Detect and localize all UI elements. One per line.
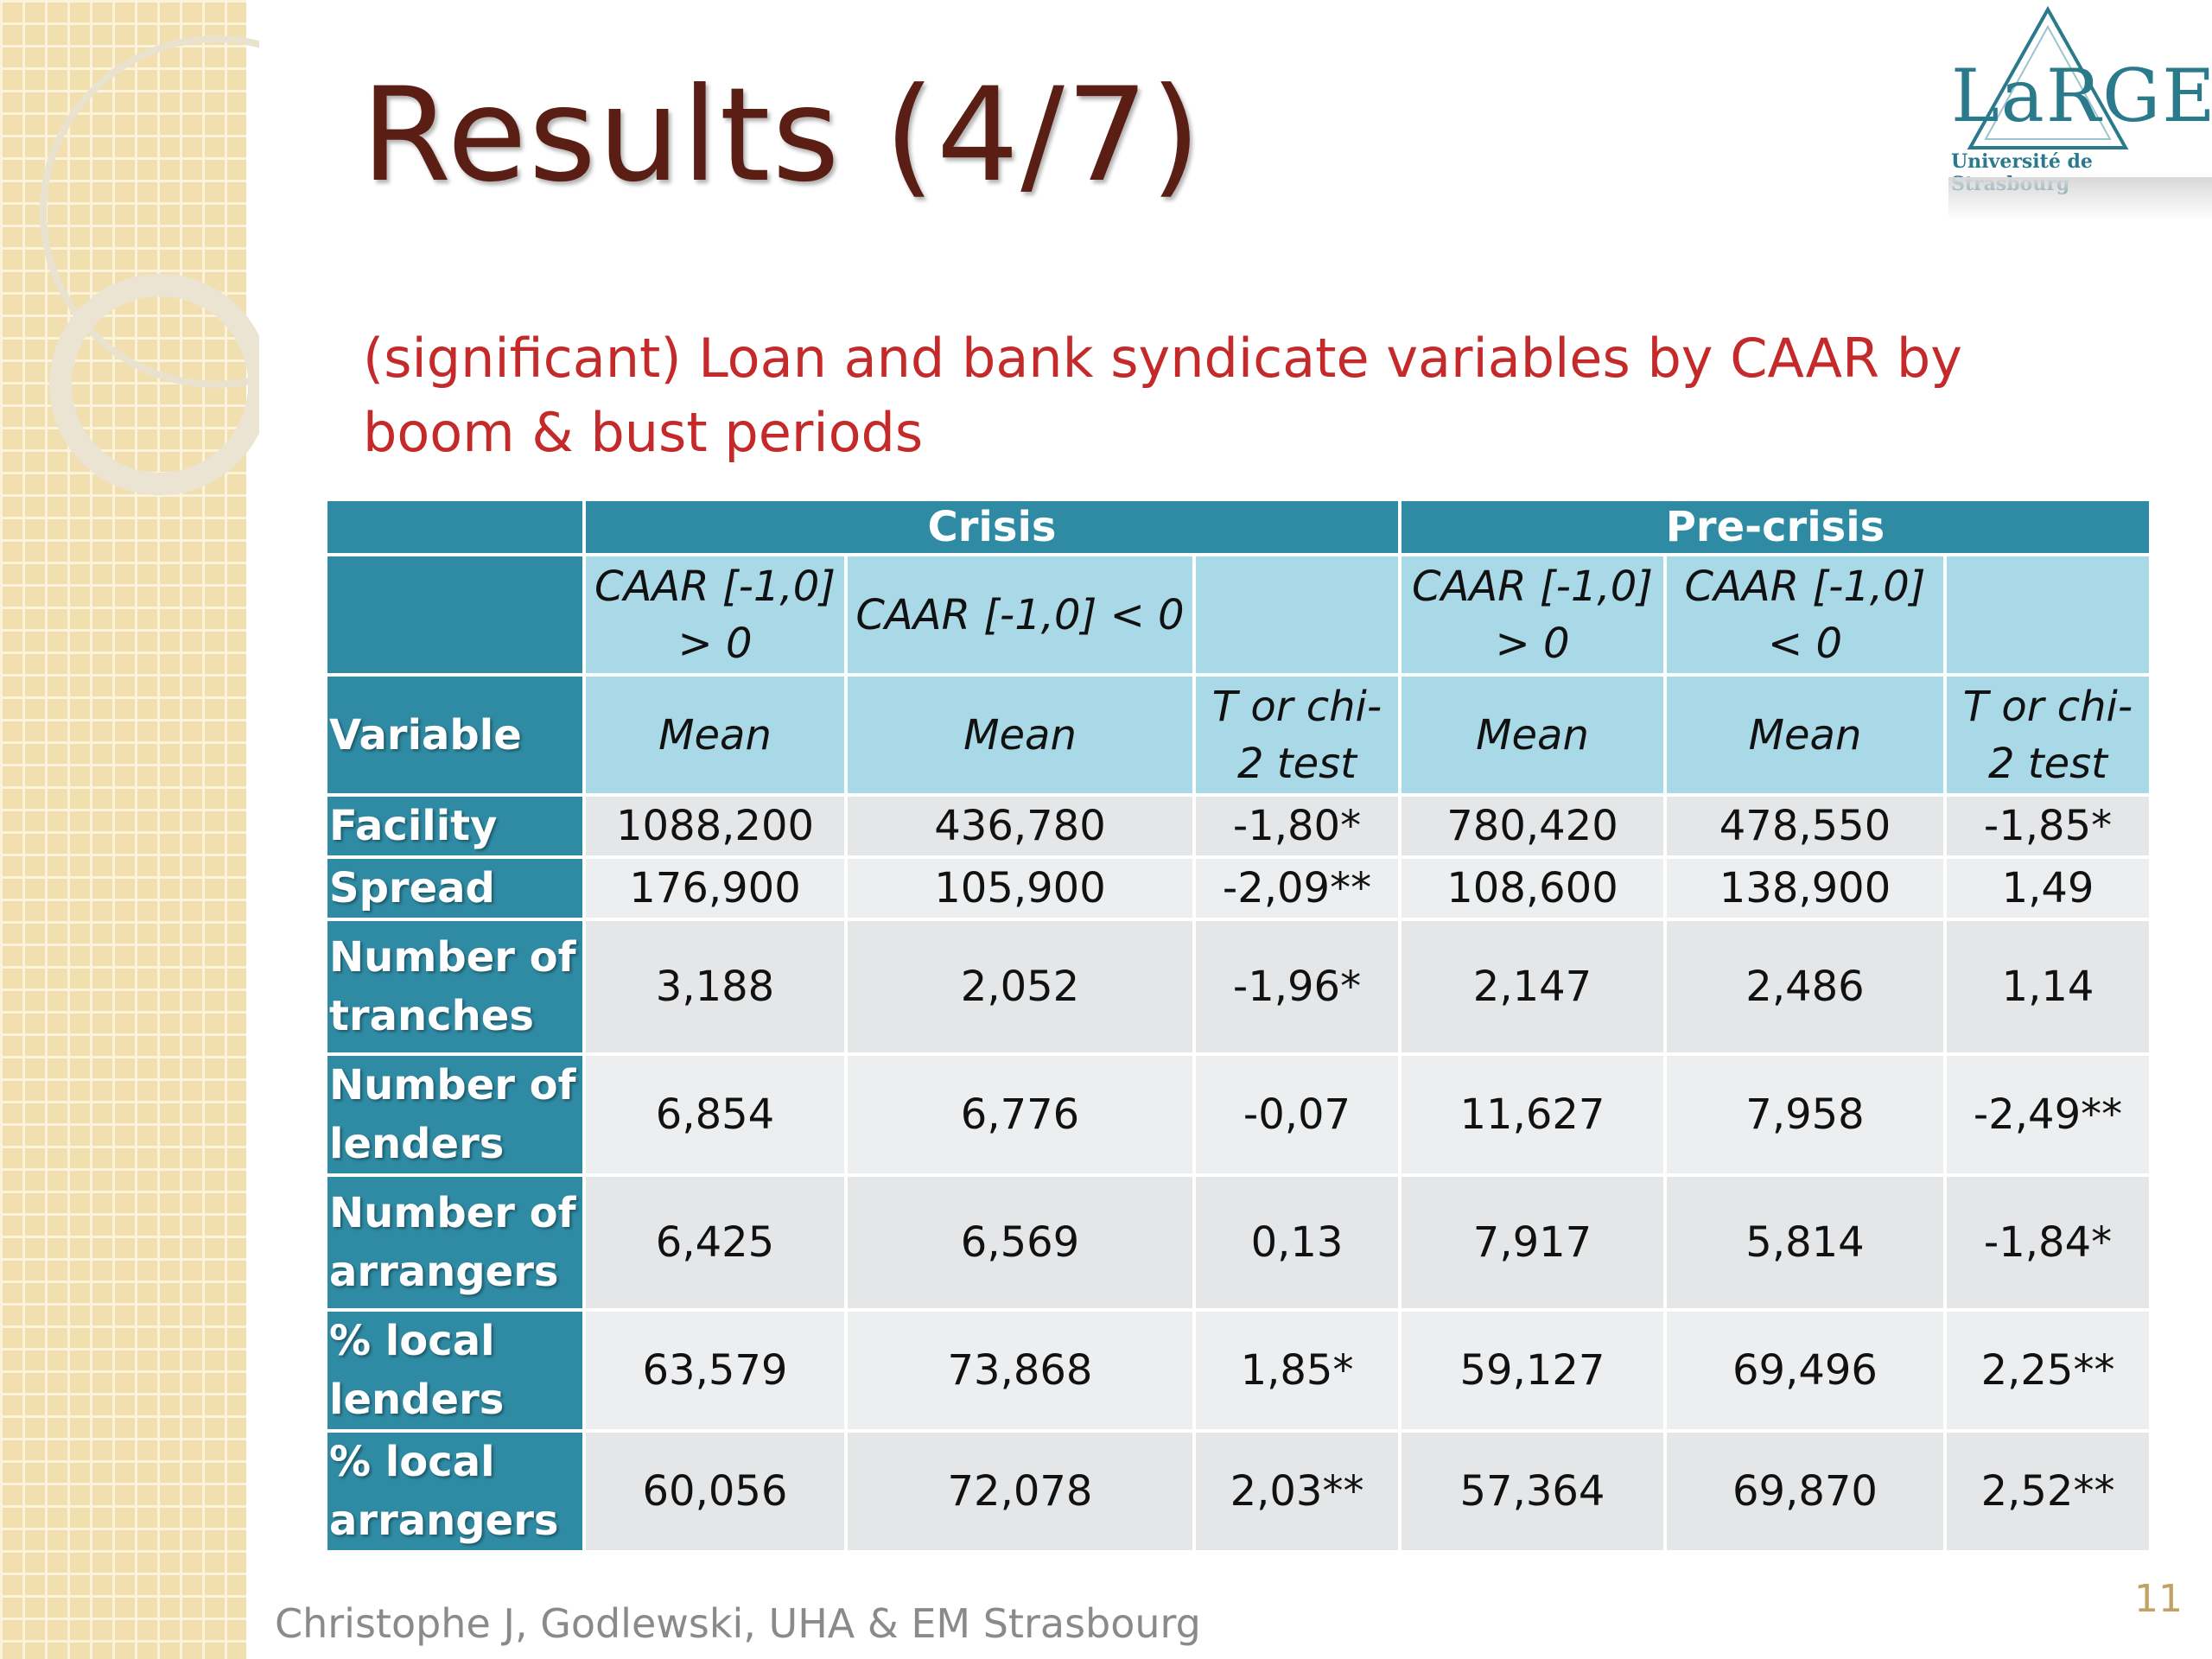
cell: 57,364 bbox=[1398, 1429, 1667, 1554]
cell: 478,550 bbox=[1663, 793, 1947, 859]
cell: 69,870 bbox=[1663, 1429, 1947, 1554]
cell: 2,486 bbox=[1663, 918, 1947, 1056]
cell: 2,03** bbox=[1192, 1429, 1402, 1554]
logo-name: LaRGE bbox=[1951, 54, 2212, 138]
cell: 1,49 bbox=[1942, 855, 2153, 921]
header-cell bbox=[324, 553, 586, 677]
ring bbox=[40, 35, 259, 388]
triangle bbox=[1984, 24, 2112, 140]
cell: 436,780 bbox=[844, 793, 1196, 859]
header-cell bbox=[1942, 553, 2153, 677]
data-row: Facility 1088,200 436,780 -1,80* 780,420 478,… bbox=[324, 793, 2153, 859]
slide-title: Results (4/7) bbox=[361, 60, 1203, 211]
group-header: Pre-crisis bbox=[1397, 498, 2153, 556]
caar-header: CAAR [-1,0] > 0 bbox=[1398, 553, 1667, 677]
cell: 1088,200 bbox=[582, 793, 848, 859]
cell: 105,900 bbox=[844, 855, 1196, 921]
measure-header: Mean bbox=[1398, 673, 1667, 797]
cell: -1,85* bbox=[1942, 793, 2153, 859]
cell: 2,052 bbox=[844, 918, 1196, 1056]
measure-header: Mean bbox=[844, 673, 1196, 797]
cell: 6,425 bbox=[582, 1173, 848, 1312]
decorative-strip bbox=[0, 0, 246, 1659]
data-row: Spread 176,900 105,900 -2,09** 108,600 138,90… bbox=[324, 855, 2153, 921]
cell: -0,07 bbox=[1192, 1052, 1402, 1177]
header-row: Crisis Pre-crisis bbox=[324, 498, 2153, 556]
results-table: Crisis Pre-crisis CAAR [-1,0] > 0 CAAR [-1,… bbox=[324, 498, 2153, 1554]
cell: 138,900 bbox=[1663, 855, 1947, 921]
variable-header: Variable bbox=[324, 673, 586, 797]
cell: 11,627 bbox=[1398, 1052, 1667, 1177]
cell: 69,496 bbox=[1663, 1308, 1947, 1433]
logo-shadow bbox=[1948, 177, 2212, 220]
row-label: Spread bbox=[324, 855, 586, 921]
caar-header: CAAR [-1,0] < 0 bbox=[844, 553, 1196, 677]
cell: 5,814 bbox=[1663, 1173, 1947, 1312]
data-row: Number of arrangers 6,425 6,569 0,13 7,917 5,… bbox=[324, 1173, 2153, 1312]
measure-header: Mean bbox=[582, 673, 848, 797]
footer: Christophe J, Godlewski, UHA & EM Strasb… bbox=[275, 1600, 1201, 1647]
caar-header: CAAR [-1,0] < 0 bbox=[1663, 553, 1947, 677]
row-label: % local arrangers bbox=[324, 1429, 586, 1554]
cell: 7,917 bbox=[1398, 1173, 1667, 1312]
cell: 0,13 bbox=[1192, 1173, 1402, 1312]
cell: -1,84* bbox=[1942, 1173, 2153, 1312]
cell: 3,188 bbox=[582, 918, 848, 1056]
triangle bbox=[1967, 5, 2129, 149]
data-row: Number of tranches 3,188 2,052 -1,96* 2,147 2… bbox=[324, 918, 2153, 1056]
header-cell bbox=[324, 498, 586, 556]
cell: 2,25** bbox=[1942, 1308, 2153, 1433]
cell: 108,600 bbox=[1398, 855, 1667, 921]
ring bbox=[49, 274, 259, 495]
data-row: % local arrangers 60,056 72,078 2,03** 57,36… bbox=[324, 1429, 2153, 1554]
caar-header: CAAR [-1,0] > 0 bbox=[582, 553, 848, 677]
header-cell bbox=[1192, 553, 1402, 677]
group-header: Crisis bbox=[582, 498, 1402, 556]
cell: 2,52** bbox=[1942, 1429, 2153, 1554]
cell: 60,056 bbox=[582, 1429, 848, 1554]
cell: 73,868 bbox=[844, 1308, 1196, 1433]
measure-header: Mean bbox=[1663, 673, 1947, 797]
subtitle: (significant) Loan and bank syndicate va… bbox=[363, 327, 1962, 464]
cell: 63,579 bbox=[582, 1308, 848, 1433]
cell: 176,900 bbox=[582, 855, 848, 921]
data-row: % local lenders 63,579 73,868 1,85* 59,127 69… bbox=[324, 1308, 2153, 1433]
measure-header: T or chi-2 test bbox=[1942, 673, 2153, 797]
cell: -1,96* bbox=[1192, 918, 1402, 1056]
cell: 780,420 bbox=[1398, 793, 1667, 859]
measure-header: T or chi-2 test bbox=[1192, 673, 1402, 797]
row-label: Number of arrangers bbox=[324, 1173, 586, 1312]
cell: 6,776 bbox=[844, 1052, 1196, 1177]
data-row: Number of lenders 6,854 6,776 -0,07 11,627 7,… bbox=[324, 1052, 2153, 1177]
cell: 2,147 bbox=[1398, 918, 1667, 1056]
page-number: 11 bbox=[2134, 1577, 2183, 1621]
logo-triangle bbox=[1967, 5, 2129, 149]
cell: 7,958 bbox=[1663, 1052, 1947, 1177]
cell: -2,09** bbox=[1192, 855, 1402, 921]
cell: -2,49** bbox=[1942, 1052, 2153, 1177]
cell: -1,80* bbox=[1192, 793, 1402, 859]
cell: 1,14 bbox=[1942, 918, 2153, 1056]
row-label: % local lenders bbox=[324, 1308, 586, 1433]
row-label: Number of tranches bbox=[324, 918, 586, 1056]
cell: 72,078 bbox=[844, 1429, 1196, 1554]
header-row: Variable Mean Mean T or chi-2 test Mean Mean T… bbox=[324, 673, 2153, 797]
row-label: Facility bbox=[324, 793, 586, 859]
cell: 1,85* bbox=[1192, 1308, 1402, 1433]
row-label: Number of lenders bbox=[324, 1052, 586, 1177]
header-row: CAAR [-1,0] > 0 CAAR [-1,0] < 0 CAAR [-1,0… bbox=[324, 553, 2153, 677]
decorative-rings bbox=[40, 35, 259, 495]
cell: 6,569 bbox=[844, 1173, 1196, 1312]
cell: 59,127 bbox=[1398, 1308, 1667, 1433]
cell: 6,854 bbox=[582, 1052, 848, 1177]
